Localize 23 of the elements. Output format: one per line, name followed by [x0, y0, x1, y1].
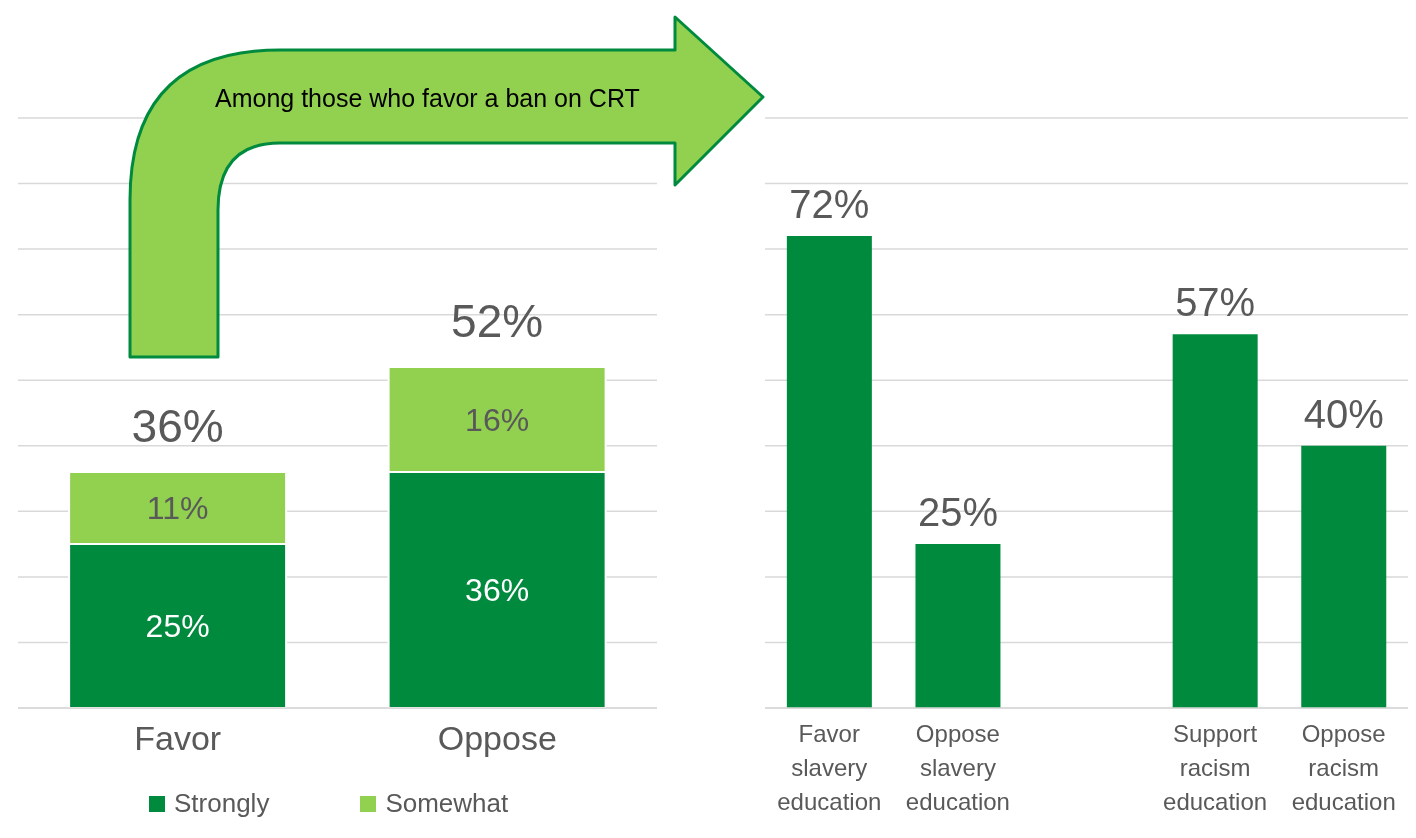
data-label: 25%	[917, 490, 998, 535]
x-tick-label: Support racism education	[1163, 720, 1268, 815]
x-tick-label: Favor slavery education	[777, 720, 882, 815]
data-label: 57%	[1175, 280, 1256, 325]
x-tick-label: Favor	[134, 719, 222, 757]
bar	[1172, 334, 1258, 708]
legend-label: Strongly	[174, 788, 270, 819]
bar	[915, 544, 1001, 708]
data-label: 25%	[145, 608, 210, 645]
data-label: 16%	[465, 401, 530, 438]
bar	[1301, 445, 1387, 708]
x-tick-label: Oppose slavery education	[905, 720, 1010, 815]
total-label: 52%	[451, 295, 544, 348]
total-label: 36%	[131, 400, 224, 452]
text: Among those who favor a ban on CRT	[215, 84, 640, 113]
data-label: 11%	[146, 490, 209, 527]
x-tick-label: Oppose	[437, 719, 557, 757]
data-label: 36%	[465, 572, 530, 608]
data-label: 40%	[1303, 391, 1384, 436]
x-tick-label: Oppose racism education	[1291, 720, 1396, 815]
bar	[786, 236, 872, 708]
legend-label: Somewhat	[385, 788, 509, 819]
data-label: 72%	[789, 182, 870, 226]
